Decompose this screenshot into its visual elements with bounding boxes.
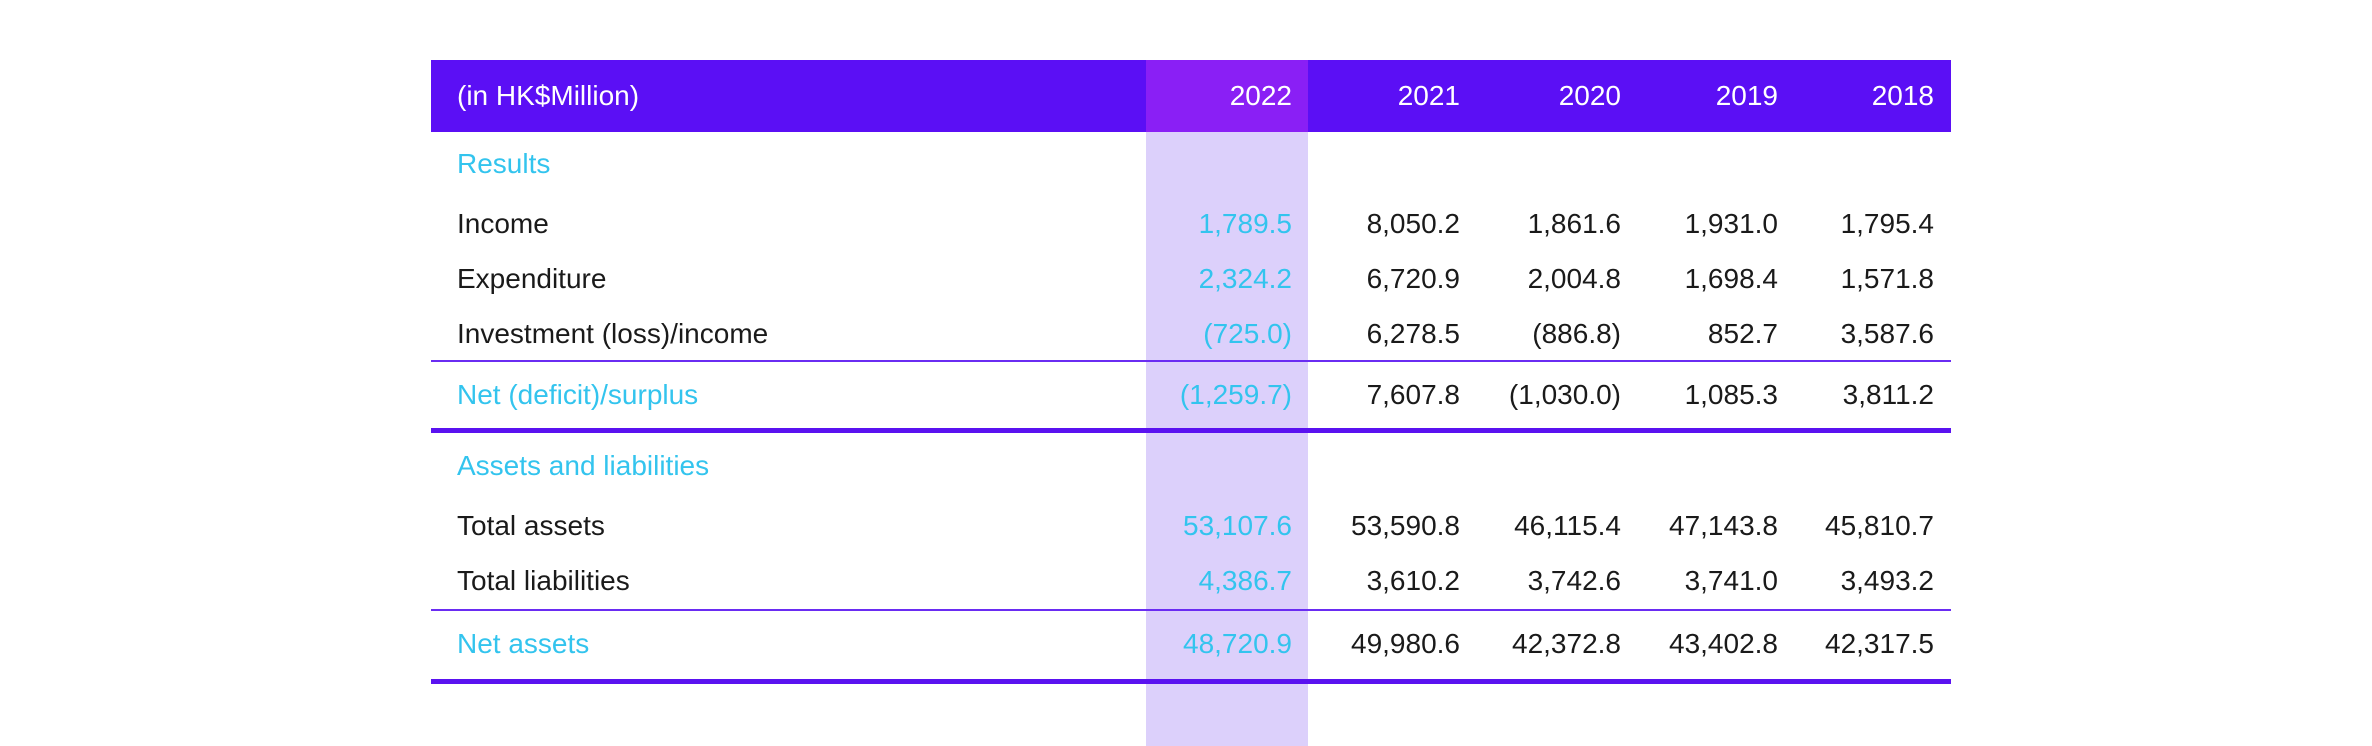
value-2018: 1,795.4 xyxy=(1840,207,1934,239)
row-label: Expenditure xyxy=(457,262,607,294)
value-2019: 43,402.8 xyxy=(1669,628,1778,659)
header-unit-label: (in HK$Million) xyxy=(457,80,640,111)
row-label-total: Net assets xyxy=(457,628,590,659)
header-year-2019: 2019 xyxy=(1715,80,1778,111)
value-2022: 48,720.9 xyxy=(1183,628,1292,659)
table-row-income: Income 1,789.5 8,050.2 1,861.6 1,931.0 1… xyxy=(431,196,1951,251)
value-2020: (1,030.0) xyxy=(1508,379,1621,410)
value-2019: 852.7 xyxy=(1707,317,1778,349)
table-row-net-assets: Net assets 48,720.9 49,980.6 42,372.8 43… xyxy=(431,610,1951,678)
value-2021: 7,607.8 xyxy=(1366,379,1460,410)
value-2018: 42,317.5 xyxy=(1825,628,1934,659)
value-2020: 2,004.8 xyxy=(1527,262,1621,294)
table-row-expenditure: Expenditure 2,324.2 6,720.9 2,004.8 1,69… xyxy=(431,251,1951,306)
section-assets-row: Assets and liabilities xyxy=(431,434,1951,498)
value-2019: 3,741.0 xyxy=(1684,564,1778,596)
financial-summary-table: (in HK$Million) 2022 2021 2020 2019 2018… xyxy=(431,60,1951,746)
value-2021: 3,610.2 xyxy=(1366,564,1460,596)
header-year-2021: 2021 xyxy=(1397,80,1460,111)
value-2020: 3,742.6 xyxy=(1527,564,1621,596)
table-header-row: (in HK$Million) 2022 2021 2020 2019 2018 xyxy=(431,60,1951,132)
row-label: Total assets xyxy=(457,509,605,541)
value-2022: 4,386.7 xyxy=(1198,564,1292,596)
header-year-2020: 2020 xyxy=(1558,80,1621,111)
section-results-row: Results xyxy=(431,132,1951,196)
header-year-2022: 2022 xyxy=(1146,60,1308,132)
value-2018: 1,571.8 xyxy=(1840,262,1934,294)
value-2020: 46,115.4 xyxy=(1514,509,1621,541)
row-label: Income xyxy=(457,207,549,239)
divider-thin xyxy=(431,360,1951,362)
value-2022: (1,259.7) xyxy=(1179,379,1292,410)
value-2021: 53,590.8 xyxy=(1351,509,1460,541)
value-2019: 1,931.0 xyxy=(1684,207,1778,239)
value-2022: 2,324.2 xyxy=(1198,262,1292,294)
value-2021: 6,278.5 xyxy=(1366,317,1460,349)
value-2022: (725.0) xyxy=(1203,317,1292,349)
row-label: Investment (loss)/income xyxy=(457,317,769,349)
row-label-total: Net (deficit)/surplus xyxy=(457,379,699,410)
value-2019: 1,085.3 xyxy=(1684,379,1778,410)
section-title-assets: Assets and liabilities xyxy=(457,450,710,481)
section-title-results: Results xyxy=(457,148,551,179)
value-2021: 8,050.2 xyxy=(1366,207,1460,239)
table-row-investment: Investment (loss)/income (725.0) 6,278.5… xyxy=(431,306,1951,361)
value-2020: (886.8) xyxy=(1532,317,1621,349)
value-2022: 1,789.5 xyxy=(1198,207,1292,239)
table-row-total-assets: Total assets 53,107.6 53,590.8 46,115.4 … xyxy=(431,498,1951,553)
value-2021: 49,980.6 xyxy=(1351,628,1460,659)
value-2019: 1,698.4 xyxy=(1684,262,1778,294)
value-2018: 45,810.7 xyxy=(1825,509,1934,541)
value-2022: 53,107.6 xyxy=(1183,509,1292,541)
divider-thick-bottom xyxy=(431,679,1951,684)
value-2018: 3,493.2 xyxy=(1840,564,1934,596)
row-label: Total liabilities xyxy=(457,564,630,596)
divider-thin xyxy=(431,609,1951,611)
value-2018: 3,811.2 xyxy=(1842,379,1934,410)
value-2019: 47,143.8 xyxy=(1669,509,1778,541)
header-year-2018: 2018 xyxy=(1871,80,1934,111)
table-row-total-liabilities: Total liabilities 4,386.7 3,610.2 3,742.… xyxy=(431,553,1951,608)
divider-thick xyxy=(431,428,1951,433)
value-2021: 6,720.9 xyxy=(1366,262,1460,294)
table-row-net-surplus: Net (deficit)/surplus (1,259.7) 7,607.8 … xyxy=(431,361,1951,429)
value-2018: 3,587.6 xyxy=(1840,317,1934,349)
value-2020: 1,861.6 xyxy=(1527,207,1621,239)
value-2020: 42,372.8 xyxy=(1512,628,1621,659)
highlight-column-2022 xyxy=(1146,132,1308,746)
